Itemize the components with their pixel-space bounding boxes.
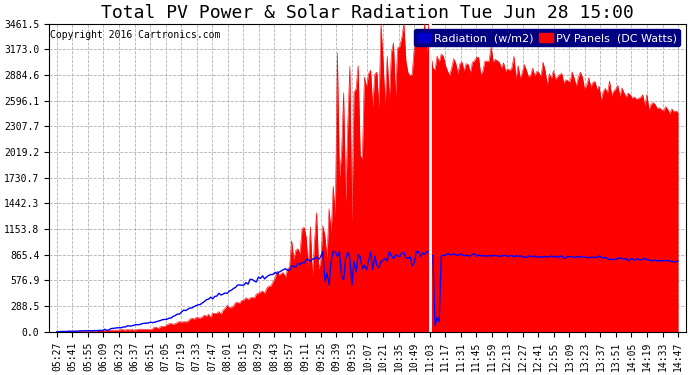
Legend: Radiation  (w/m2), PV Panels  (DC Watts): Radiation (w/m2), PV Panels (DC Watts) [414, 29, 680, 46]
Text: Copyright 2016 Cartronics.com: Copyright 2016 Cartronics.com [50, 30, 221, 40]
Title: Total PV Power & Solar Radiation Tue Jun 28 15:00: Total PV Power & Solar Radiation Tue Jun… [101, 4, 634, 22]
